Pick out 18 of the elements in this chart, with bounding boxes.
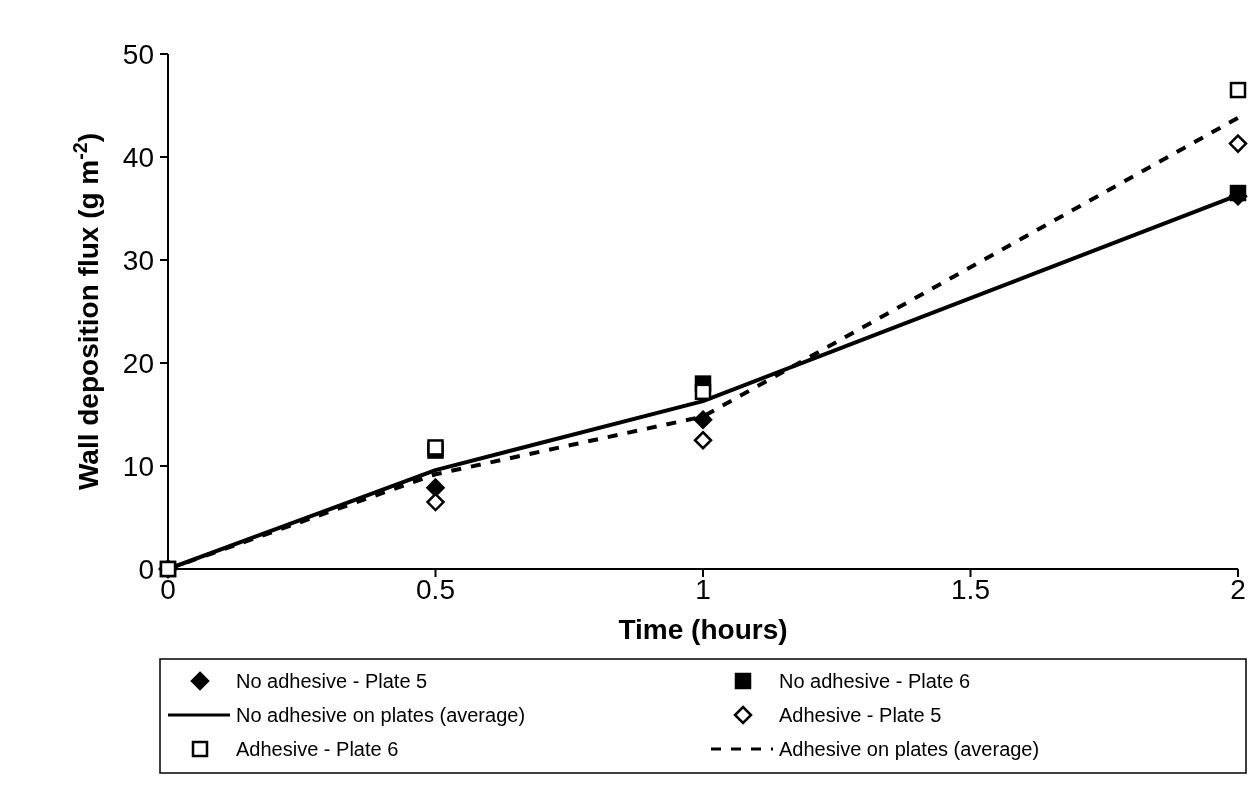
legend-label: Adhesive - Plate 5 — [779, 704, 942, 726]
x-tick-label: 2 — [1230, 574, 1246, 605]
legend-label: No adhesive - Plate 6 — [779, 670, 971, 692]
y-tick-label: 30 — [122, 244, 154, 276]
x-tick-label: 0.5 — [416, 574, 455, 605]
y-tick-label: 40 — [122, 141, 154, 173]
x-tick-label: 0 — [160, 574, 176, 605]
y-tick-label: 50 — [122, 38, 154, 70]
legend-label: No adhesive on plates (average) — [236, 704, 526, 726]
y-tick-label: 0 — [138, 553, 154, 585]
legend-label: Adhesive - Plate 6 — [236, 738, 399, 760]
y-tick-label: 10 — [122, 450, 154, 482]
legend-label: No adhesive - Plate 5 — [236, 670, 428, 692]
legend-label: Adhesive on plates (average) — [779, 738, 1040, 760]
x-tick-label: 1.5 — [951, 574, 990, 605]
x-axis-title: Time (hours) — [618, 614, 788, 645]
y-tick-label: 20 — [122, 347, 154, 379]
x-tick-label: 1 — [695, 574, 711, 605]
